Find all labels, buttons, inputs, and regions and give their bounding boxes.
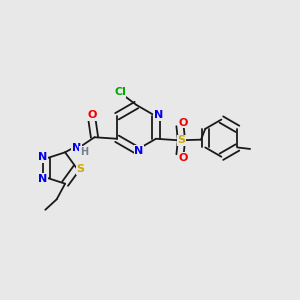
Text: N: N xyxy=(134,146,143,156)
Text: N: N xyxy=(38,152,48,162)
Text: N: N xyxy=(154,110,163,120)
Text: N: N xyxy=(38,174,48,184)
Text: O: O xyxy=(179,153,188,163)
Text: S: S xyxy=(178,135,185,145)
Text: N: N xyxy=(72,143,81,153)
Text: O: O xyxy=(179,118,188,128)
Text: S: S xyxy=(76,164,84,175)
Text: Cl: Cl xyxy=(114,87,126,98)
Text: O: O xyxy=(87,110,97,120)
Text: H: H xyxy=(80,147,88,157)
